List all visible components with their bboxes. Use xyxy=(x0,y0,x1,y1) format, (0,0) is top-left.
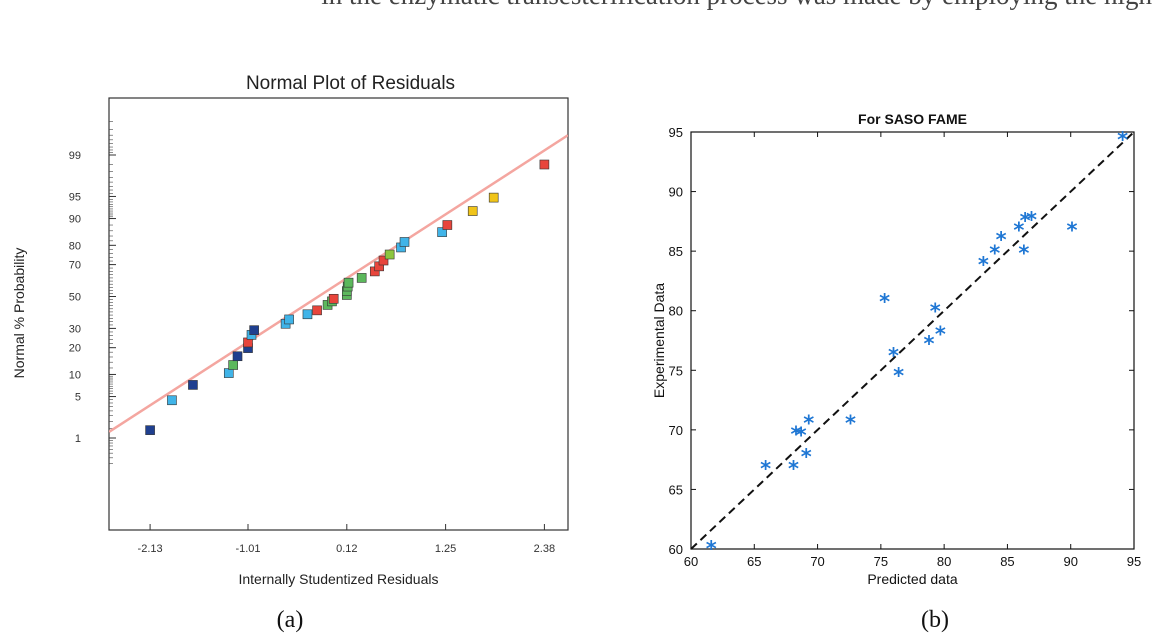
y-tick-label: 85 xyxy=(669,244,683,259)
x-tick-label: 0.12 xyxy=(336,543,357,555)
reference-line xyxy=(690,131,1135,550)
data-point: * xyxy=(803,412,814,436)
data-point: * xyxy=(978,253,989,277)
fit-line xyxy=(109,134,568,433)
x-axis-label: Predicted data xyxy=(867,571,957,587)
y-axis-label: Normal % Probability xyxy=(11,248,27,379)
x-tick-label: -2.13 xyxy=(138,543,163,555)
y-tick-label: 95 xyxy=(69,191,81,203)
data-point xyxy=(437,227,447,237)
data-point xyxy=(328,293,339,304)
data-point: * xyxy=(1013,219,1024,243)
data-point xyxy=(356,273,367,283)
x-tick-label: 2.38 xyxy=(534,543,555,555)
x-tick-label: 65 xyxy=(747,554,761,569)
data-point xyxy=(188,380,198,390)
x-tick-label: -1.01 xyxy=(235,543,260,555)
y-axis-label: Experimental Data xyxy=(651,283,667,398)
y-tick-label: 20 xyxy=(69,343,81,355)
data-point xyxy=(145,425,155,435)
y-tick-label: 99 xyxy=(69,150,81,162)
x-tick-label: 80 xyxy=(937,554,951,569)
data-point: * xyxy=(1018,241,1029,265)
data-point: * xyxy=(791,422,802,446)
y-tick-label: 90 xyxy=(669,185,683,200)
data-point: * xyxy=(893,364,904,388)
chart-a: 1 5 10 20 30 50 70 80 90 95 99 -2.13 -1.01 0.12 1.25 2.… xyxy=(11,73,569,633)
data-point: * xyxy=(996,228,1007,252)
x-tick-label: 90 xyxy=(1063,554,1077,569)
x-tick-label: 75 xyxy=(874,554,888,569)
y-tick-label: 90 xyxy=(69,214,81,226)
y-tick-label: 60 xyxy=(669,542,683,557)
data-point xyxy=(343,277,354,288)
data-point: * xyxy=(788,457,799,481)
x-tick-label: 95 xyxy=(1127,554,1141,569)
data-point xyxy=(228,360,238,370)
data-point: * xyxy=(1066,219,1077,243)
data-point xyxy=(232,351,243,362)
y-tick-label: 5 xyxy=(75,392,81,404)
data-point xyxy=(302,309,313,320)
y-tick-label: 80 xyxy=(669,304,683,319)
data-point: * xyxy=(706,537,717,561)
data-point xyxy=(539,159,550,170)
panel-label: (b) xyxy=(921,607,949,633)
data-point xyxy=(284,314,294,325)
data-point: * xyxy=(1117,128,1128,152)
x-axis-label: Internally Studentized Residuals xyxy=(238,571,438,587)
data-point xyxy=(378,255,389,266)
data-point: * xyxy=(1026,208,1037,232)
data-point: * xyxy=(845,412,856,436)
y-tick-label: 50 xyxy=(69,292,81,304)
y-tick-label: 95 xyxy=(669,125,683,140)
data-point xyxy=(167,395,177,406)
y-tick-label: 10 xyxy=(69,369,81,381)
header-text: in the enzymatic transesterification pro… xyxy=(0,0,1161,11)
data-point: * xyxy=(989,241,1000,265)
x-tick-label: 70 xyxy=(810,554,824,569)
data-point xyxy=(312,305,322,316)
plot-frame xyxy=(108,97,569,531)
y-tick-label: 70 xyxy=(69,260,81,272)
data-point: * xyxy=(1020,209,1031,233)
y-tick-label: 30 xyxy=(69,323,81,335)
data-point xyxy=(384,249,395,260)
data-point xyxy=(442,220,453,230)
data-point xyxy=(399,237,410,247)
data-point xyxy=(467,206,478,216)
x-tick-label: 1.25 xyxy=(435,543,456,555)
data-point: * xyxy=(760,457,771,481)
data-point: * xyxy=(888,344,899,368)
data-point xyxy=(223,368,234,378)
y-tick-label: 65 xyxy=(669,482,683,497)
data-point: * xyxy=(801,445,812,469)
y-tick-label: 80 xyxy=(69,240,81,252)
data-point: * xyxy=(930,300,941,324)
chart-title: Normal Plot of Residuals xyxy=(246,73,455,94)
data-point: * xyxy=(923,332,934,356)
y-tick-label: 70 xyxy=(669,423,683,438)
data-point xyxy=(249,325,259,335)
panel-label: (a) xyxy=(277,607,304,633)
data-point xyxy=(488,192,499,203)
data-point: * xyxy=(879,290,890,314)
y-tick-label: 1 xyxy=(75,433,81,445)
y-tick-label: 75 xyxy=(669,363,683,378)
data-point: * xyxy=(796,424,807,448)
x-tick-label: 85 xyxy=(1000,554,1014,569)
x-tick-label: 60 xyxy=(684,554,698,569)
chart-title: For SASO FAME xyxy=(858,111,967,127)
data-point: * xyxy=(935,322,946,346)
